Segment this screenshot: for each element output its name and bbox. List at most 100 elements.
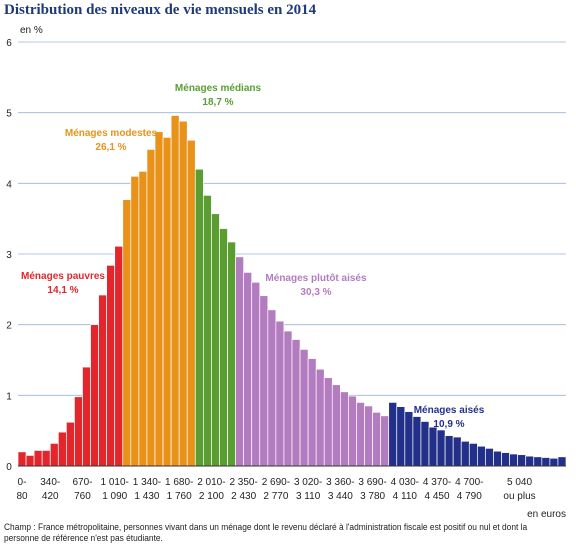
x-tick-label: ou plus — [503, 491, 535, 502]
bar — [138, 170, 148, 467]
bar — [396, 406, 406, 467]
bar — [364, 405, 373, 467]
group-label-pauvres: Ménages pauvres — [21, 271, 105, 282]
bar — [493, 450, 502, 467]
bar — [106, 264, 116, 467]
bar — [356, 402, 365, 467]
x-tick-label: 1 340- — [133, 477, 161, 488]
bar — [501, 452, 510, 467]
bar — [74, 396, 83, 467]
bar — [267, 309, 277, 467]
bar — [533, 456, 543, 467]
x-tick-label: 3 020- — [294, 477, 322, 488]
bar — [452, 436, 462, 467]
x-tick-label: 3 360- — [326, 477, 354, 488]
bar — [66, 421, 75, 467]
bar — [348, 395, 357, 467]
bar — [211, 213, 220, 467]
bar — [251, 281, 261, 467]
bar — [154, 131, 164, 467]
bar — [17, 451, 27, 467]
bar — [33, 450, 43, 467]
bar — [404, 411, 414, 467]
bar — [41, 450, 51, 467]
group-annotations: Ménages pauvres 14,1 % Ménages modestes 26,… — [21, 83, 485, 430]
bar — [331, 384, 341, 467]
bar — [146, 149, 156, 467]
bar — [380, 415, 390, 467]
group-share-medians: 18,7 % — [202, 97, 233, 108]
bar — [25, 455, 35, 467]
bar — [178, 120, 188, 467]
bar — [259, 295, 269, 467]
bar — [114, 245, 124, 467]
x-tick-label: 5 040 — [507, 477, 532, 488]
x-tick-label: 4 450 — [425, 491, 450, 502]
x-tick-label: 2 100 — [199, 491, 224, 502]
bar — [49, 443, 59, 467]
bar — [90, 324, 99, 467]
bar — [130, 175, 140, 467]
bar — [82, 366, 91, 467]
x-tick-label: 420 — [42, 491, 59, 502]
x-tick-label: 3 110 — [296, 491, 321, 502]
bar — [203, 194, 212, 467]
bar — [275, 320, 285, 467]
histogram-chart: 0 1 2 3 4 5 6 en % 0- 80 340- 420 670- 760 1 010- 1 0… — [6, 25, 567, 520]
bar — [444, 435, 454, 467]
group-share-pauvres: 14,1 % — [47, 285, 78, 296]
bar — [509, 453, 518, 467]
bar — [235, 256, 244, 467]
x-tick-label: 1 760 — [167, 491, 192, 502]
x-tick-label: 4 700- — [455, 477, 483, 488]
group-share-plutot_aises: 30,3 % — [300, 287, 331, 298]
y-tick-label: 4 — [6, 179, 12, 190]
y-tick-label: 5 — [6, 109, 12, 120]
scope-note: Champ : France métropolitaine, personnes… — [4, 522, 528, 543]
bar — [477, 445, 486, 467]
bar — [485, 447, 494, 467]
x-tick-label: 2 010- — [197, 477, 225, 488]
x-tick-label: 1 430 — [134, 491, 159, 502]
bar — [98, 294, 107, 467]
bar — [412, 416, 422, 467]
y-tick-label: 1 — [6, 391, 12, 402]
bar — [162, 137, 172, 467]
bar — [541, 457, 551, 467]
y-axis-label: en % — [20, 25, 43, 36]
group-label-aises: Ménages aisés — [414, 405, 485, 416]
x-tick-label: 3 440 — [328, 491, 353, 502]
bar — [420, 421, 430, 467]
bar — [436, 429, 446, 467]
bar — [291, 339, 301, 467]
bar — [388, 402, 398, 467]
bar — [299, 349, 309, 467]
bar — [557, 456, 567, 467]
x-tick-label: 760 — [74, 491, 91, 502]
y-tick-label: 0 — [6, 462, 12, 473]
x-tick-label: 2 770 — [263, 491, 288, 502]
y-tick-label: 3 — [6, 250, 12, 261]
x-tick-label: 1 010- — [101, 477, 129, 488]
x-tick-label: 1 680- — [165, 477, 193, 488]
bar — [549, 457, 559, 467]
x-tick-labels: 0- 80 340- 420 670- 760 1 010- 1 090 1 340- 1 430… — [16, 477, 535, 502]
group-share-modestes: 26,1 % — [95, 142, 126, 153]
x-tick-label: 1 090 — [102, 491, 127, 502]
bar — [186, 139, 196, 467]
bar — [428, 426, 438, 467]
bar — [57, 431, 67, 467]
bar — [283, 330, 293, 467]
bar — [315, 368, 325, 467]
y-tick-label: 2 — [6, 321, 12, 332]
x-tick-label: 4 790 — [457, 491, 482, 502]
x-tick-label: 670- — [72, 477, 92, 488]
bar — [323, 377, 333, 467]
bar — [372, 411, 381, 467]
y-tick-label: 6 — [6, 38, 12, 49]
x-tick-label: 4 370- — [423, 477, 451, 488]
x-tick-label: 0- — [18, 477, 27, 488]
x-tick-label: 80 — [16, 491, 28, 502]
x-tick-label: 2 690- — [262, 477, 290, 488]
bar — [460, 440, 470, 467]
